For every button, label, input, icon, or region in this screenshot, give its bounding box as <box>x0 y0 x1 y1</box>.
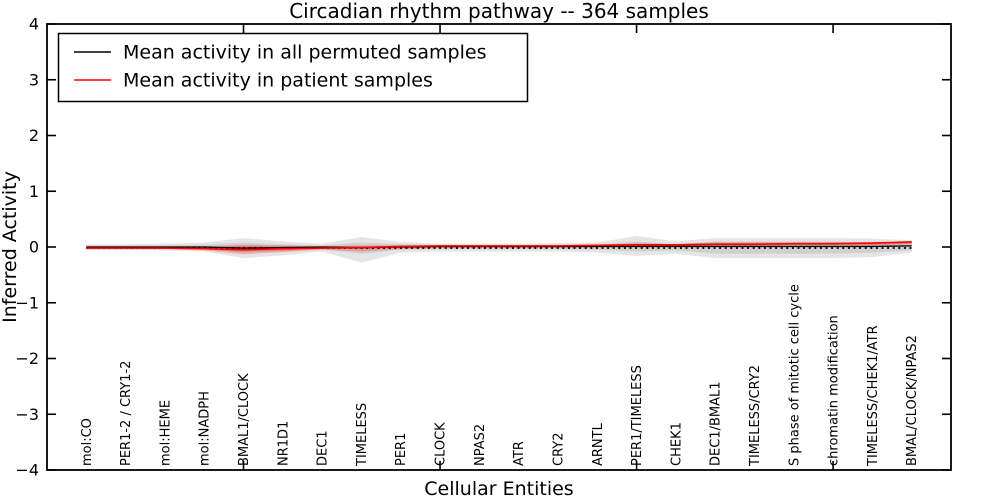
x-category-label: ARNTL <box>591 422 606 466</box>
y-tick-label: −1 <box>15 293 39 312</box>
x-category-label: DEC1 <box>316 430 331 466</box>
x-axis-label: Cellular Entities <box>424 478 573 500</box>
x-category-label: CRY2 <box>551 433 566 467</box>
legend-label-patient: Mean activity in patient samples <box>123 70 433 92</box>
y-axis-label: Inferred Activity <box>0 171 21 323</box>
y-tick-label: −2 <box>15 349 39 368</box>
legend-label-permuted: Mean activity in all permuted samples <box>123 42 486 64</box>
x-category-label: chromatin modification <box>827 315 842 466</box>
y-tick-label: 1 <box>29 182 39 201</box>
series-lines-layer <box>86 241 912 251</box>
x-category-label: mol:HEME <box>158 400 173 466</box>
tick-labels-layer: −4 −3 −2 −1 0 1 2 3 4 mol:CO PER1-2 / CRY1-2 mol:HE… <box>15 15 920 480</box>
x-category-label: PER1-2 / CRY1-2 <box>119 361 134 466</box>
x-category-label: S phase of mitotic cell cycle <box>787 284 802 466</box>
plot-border <box>46 23 952 471</box>
x-category-label: NPAS2 <box>473 424 488 466</box>
x-category-label: CLOCK <box>434 422 449 466</box>
y-tick-label: 4 <box>29 15 39 34</box>
y-tick-label: 2 <box>29 126 39 145</box>
x-category-label: PER1 <box>394 433 409 466</box>
x-category-label: TIMELESS/CRY2 <box>748 365 763 467</box>
y-tick-label: −3 <box>15 405 39 424</box>
y-tick-label: 0 <box>29 238 39 257</box>
x-category-label: ATR <box>512 441 527 466</box>
y-tick-label: 3 <box>29 70 39 89</box>
x-category-label: NR1D1 <box>276 421 291 466</box>
x-category-label: DEC1/BMAL1 <box>709 382 724 467</box>
x-category-label: PER1/TIMELESS <box>630 365 645 466</box>
y-tick-label: −4 <box>15 461 39 480</box>
x-category-label: BMAL/CLOCK/NPAS2 <box>905 335 920 466</box>
x-category-label: TIMELESS <box>355 403 370 467</box>
x-category-label: mol:NADPH <box>198 391 213 466</box>
legend-box <box>57 32 529 103</box>
chart-title: Circadian rhythm pathway -- 364 samples <box>289 0 709 23</box>
x-category-label: mol:CO <box>80 418 95 466</box>
patient-mean-line <box>86 241 912 251</box>
x-category-label: CHEK1 <box>669 422 684 466</box>
legend: Mean activity in all permuted samples Me… <box>57 32 529 103</box>
permuted-band-outer <box>86 235 912 263</box>
x-category-label: TIMELESS/CHEK1/ATR <box>866 325 881 467</box>
x-category-label: BMAL1/CLOCK <box>237 373 252 466</box>
